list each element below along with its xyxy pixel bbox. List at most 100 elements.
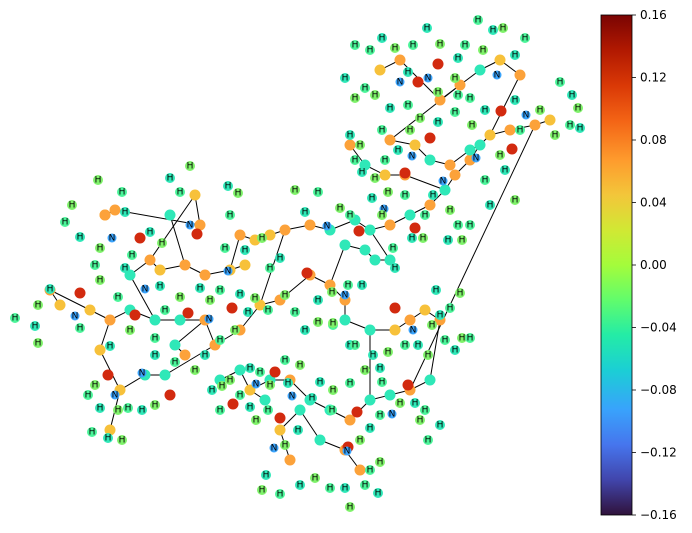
bond — [169, 214, 186, 266]
hydrogen-atom — [120, 263, 130, 273]
hydrogen-label: H — [435, 88, 442, 98]
hydrogen-label: H — [482, 176, 489, 186]
hydrogen-atom — [350, 40, 360, 50]
hydrogen-atom — [357, 167, 367, 177]
hydrogen-atom — [565, 120, 575, 130]
hydrogen-atom — [220, 243, 230, 253]
hydrogen-label: H — [317, 378, 324, 388]
carbon-atom — [304, 219, 316, 231]
nitrogen-atom — [342, 446, 352, 456]
hydrogen-atom — [245, 363, 255, 373]
hydrogen-label: H — [357, 436, 364, 446]
carbon-atom — [364, 224, 376, 236]
hydrogen-atom — [328, 385, 338, 395]
hydrogen-atom — [453, 53, 463, 63]
hydrogen-atom — [300, 207, 310, 217]
colorbar-tick-label: −0.04 — [640, 321, 677, 335]
hydrogen-atom — [350, 340, 360, 350]
hydrogen-atom — [327, 287, 337, 297]
hydrogen-label: H — [237, 391, 244, 401]
hydrogen-atom — [327, 405, 337, 415]
hydrogen-atom — [217, 381, 227, 391]
hydrogen-atom — [435, 39, 445, 49]
oxygen-atom — [506, 143, 518, 155]
hydrogen-atom — [407, 233, 417, 243]
nitrogen-label: N — [409, 152, 416, 162]
hydrogen-label: H — [467, 94, 474, 104]
nitrogen-label: N — [139, 369, 146, 379]
hydrogen-atom — [453, 220, 463, 230]
hydrogen-label: H — [253, 416, 260, 426]
carbon-atom — [274, 424, 286, 436]
hydrogen-atom — [450, 73, 460, 83]
hydrogen-label: H — [177, 188, 184, 198]
carbon-atom — [314, 434, 326, 446]
nitrogen-label: N — [342, 291, 349, 301]
hydrogen-atom — [422, 23, 432, 33]
hydrogen-atom — [450, 345, 460, 355]
bond — [174, 319, 206, 346]
hydrogen-atom — [365, 465, 375, 475]
hydrogen-atom — [355, 435, 365, 445]
hydrogen-atom — [90, 380, 100, 390]
hydrogen-atom — [293, 425, 303, 435]
hydrogen-label: H — [347, 131, 354, 141]
hydrogen-label: H — [412, 399, 419, 409]
hydrogen-label: H — [452, 74, 459, 84]
bond — [409, 124, 536, 391]
hydrogen-atom — [243, 307, 253, 317]
hydrogen-atom — [95, 403, 105, 413]
hydrogen-atom — [175, 292, 185, 302]
hydrogen-atom — [257, 485, 267, 495]
oxygen-atom — [432, 58, 444, 70]
nitrogen-label: N — [389, 410, 396, 420]
hydrogen-atom — [465, 333, 475, 343]
hydrogen-label: H — [252, 294, 259, 304]
hydrogen-atom — [403, 100, 413, 110]
carbon-atom — [154, 264, 166, 276]
carbon-atom — [159, 369, 171, 381]
carbon-atom — [109, 204, 121, 216]
carbon-atom — [179, 349, 191, 361]
hydrogen-atom — [295, 480, 305, 490]
bond — [389, 84, 461, 141]
nitrogen-label: N — [112, 391, 119, 401]
hydrogen-label: H — [417, 114, 424, 124]
carbon-atom — [419, 304, 431, 316]
colorbar-ticks: 0.16 0.12 0.08 0.04 0.00 −0.04 −0.08 −0.12 −0.16 — [632, 8, 677, 522]
carbon-atom — [379, 169, 391, 181]
hydrogen-atom — [150, 350, 160, 360]
hydrogen-label: H — [147, 228, 154, 238]
hydrogen-atom — [33, 300, 43, 310]
hydrogen-atom — [200, 350, 210, 360]
hydrogen-label: H — [225, 182, 232, 192]
hydrogen-label: H — [259, 234, 266, 244]
hydrogen-label: H — [267, 264, 274, 274]
nitrogen-atom — [408, 325, 418, 335]
hydrogen-label: H — [407, 126, 414, 136]
hydrogen-label: H — [475, 16, 482, 26]
hydrogen-label: H — [385, 348, 392, 358]
hydrogen-atom — [377, 377, 387, 387]
hydrogen-label: H — [97, 404, 104, 414]
hydrogen-atom — [377, 125, 387, 135]
oxygen-atom — [495, 105, 507, 117]
hydrogen-atom — [251, 415, 261, 425]
hydrogen-atom — [445, 205, 455, 215]
nitrogen-label: N — [473, 154, 480, 164]
hydrogen-atom — [235, 390, 245, 400]
nitrogen-label: N — [410, 326, 417, 336]
hydrogen-label: H — [480, 46, 487, 56]
hydrogen-label: H — [512, 51, 519, 61]
hydrogen-label: H — [387, 104, 394, 114]
hydrogen-atom — [423, 435, 433, 445]
hydrogen-label: H — [152, 334, 159, 344]
hydrogen-label: H — [192, 366, 199, 376]
hydrogen-label: H — [337, 204, 344, 214]
oxygen-atom — [129, 309, 141, 321]
hydrogen-atom — [223, 181, 233, 191]
hydrogen-label: H — [569, 91, 576, 101]
hydrogen-atom — [400, 190, 410, 200]
nitrogen-atom — [269, 443, 279, 453]
